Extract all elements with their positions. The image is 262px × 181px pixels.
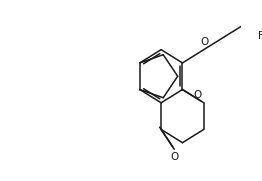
Text: F: F: [258, 31, 262, 41]
Text: O: O: [201, 37, 209, 47]
Text: O: O: [170, 152, 178, 162]
Text: O: O: [194, 90, 202, 100]
